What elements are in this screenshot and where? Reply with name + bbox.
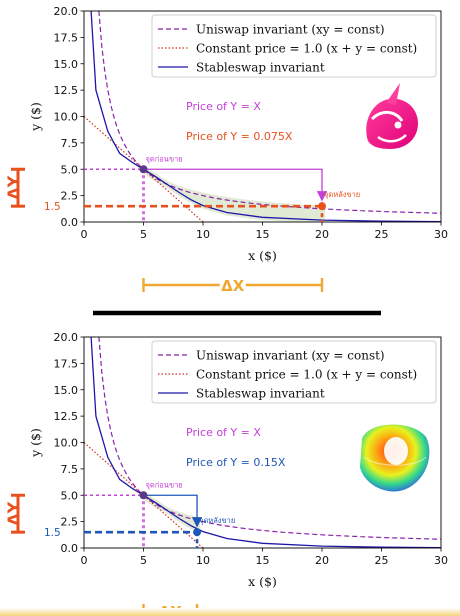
swap-region-highlight (140, 166, 325, 222)
point-label-after: จุดหลังขาย (199, 516, 235, 525)
point-after-trade (193, 528, 202, 537)
x-tick-label: 15 (256, 228, 270, 241)
y-tick-label: 10.0 (54, 437, 79, 450)
y-tick-label: 5.0 (61, 489, 79, 502)
chart-stableswap-panel: 0 5 10 15 20 25 30 0.0 2.5 5.0 7.5 10.0 12.5 15.0 17.5… (4, 331, 448, 616)
unicorn-eye-shape (394, 121, 402, 129)
x-tick-label: 20 (315, 554, 329, 567)
legend-entry-label: Stableswap invariant (196, 387, 325, 401)
point-after-trade (318, 202, 326, 211)
y-tick-label: 17.5 (54, 357, 79, 370)
x-tick-label: 15 (256, 554, 270, 567)
x-tick-label: 20 (315, 228, 329, 241)
series-line-stableswap (90, 337, 441, 548)
curve-logo-highlight (363, 456, 427, 466)
x-tick-label: 25 (375, 228, 389, 241)
y-tick-label: 17.5 (54, 31, 79, 44)
legend-entry-label: Constant price = 1.0 (x + y = const) (196, 368, 417, 382)
legend-entry-label: Uniswap invariant (xy = const) (196, 349, 385, 363)
unicorn-horn-shape (386, 83, 400, 105)
legend-box (151, 340, 437, 404)
delta-y-label: ΔY (4, 501, 23, 525)
series-line-stableswap (90, 11, 441, 222)
y-tick-label: 0.0 (61, 542, 79, 555)
trade-arrow (143, 168, 328, 202)
y-tick-label: 2.5 (61, 516, 79, 529)
legend: Uniswap invariant (xy = const) Constant p… (151, 14, 437, 78)
price-annotation-before: Price of Y = X (186, 100, 261, 113)
legend-entry-label: Stableswap invariant (196, 61, 325, 75)
y-tick-label: 0.0 (61, 216, 79, 229)
price-annotation-after: Price of Y = 0.15X (186, 456, 286, 469)
curve-logo-icon (360, 424, 430, 492)
y-tick-label: 10.0 (54, 111, 79, 124)
delta-y-label: ΔY (4, 175, 23, 199)
point-label-after: จุดหลังขาย (324, 190, 360, 199)
legend-box (151, 14, 437, 78)
x-tick-label: 0 (81, 554, 88, 567)
price-annotation-before: Price of Y = X (186, 426, 261, 439)
x-tick-label: 25 (375, 554, 389, 567)
y-axis-label: y ($) (28, 428, 43, 458)
curve-logo-hole (384, 437, 408, 465)
trade-arrow (143, 494, 203, 528)
y-tick-label: 20.0 (54, 331, 79, 344)
y-tick-label: 20.0 (54, 5, 79, 18)
unicorn-mane-stroke (370, 111, 404, 122)
x-tick-label: 5 (140, 554, 147, 567)
unicorn-mouth-stroke (377, 134, 407, 143)
x-axis-label: x ($) (248, 248, 277, 263)
chart-uniswap-panel: 0 5 10 15 20 25 30 0.0 2.5 5.0 7.5 10.0 12.5 15.0 17.5… (4, 5, 448, 295)
x-tick-label: 5 (140, 228, 147, 241)
y-tick-label: 15.0 (54, 58, 79, 71)
y-tick-label: 7.5 (61, 463, 79, 476)
price-annotation-after: Price of Y = 0.075X (186, 130, 293, 143)
y-axis-label: y ($) (28, 102, 43, 132)
y-tick-label: 7.5 (61, 137, 79, 150)
delta-y-end-label: 1.5 (44, 527, 61, 539)
x-tick-label: 30 (434, 228, 448, 241)
point-before-trade (139, 165, 148, 174)
point-before-trade (139, 491, 148, 500)
x-tick-label: 0 (81, 228, 88, 241)
x-tick-label: 10 (196, 554, 210, 567)
bottom-accent-bar (0, 608, 460, 616)
y-tick-label: 5.0 (61, 163, 79, 176)
legend-entry-label: Uniswap invariant (xy = const) (196, 23, 385, 37)
y-tick-label: 15.0 (54, 384, 79, 397)
y-tick-label: 12.5 (54, 84, 79, 97)
point-label-before: จุดก่อนขาย (146, 480, 183, 489)
y-tick-label: 2.5 (61, 190, 79, 203)
point-label-before: จุดก่อนขาย (146, 154, 183, 163)
delta-y-end-label: 1.5 (44, 201, 61, 213)
x-tick-label: 30 (434, 554, 448, 567)
delta-x-label-bg (219, 274, 246, 294)
x-tick-label: 10 (196, 228, 210, 241)
legend-entry-label: Constant price = 1.0 (x + y = const) (196, 42, 417, 56)
legend: Uniswap invariant (xy = const) Constant p… (151, 340, 437, 404)
delta-x-label: ΔX (221, 277, 245, 295)
y-tick-label: 12.5 (54, 410, 79, 423)
uniswap-logo-icon (366, 83, 418, 149)
x-axis-label: x ($) (248, 574, 277, 589)
